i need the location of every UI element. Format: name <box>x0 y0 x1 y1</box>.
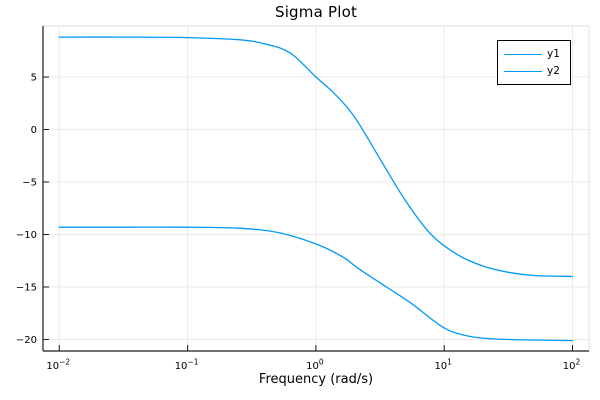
legend-entry-y2: y2 <box>498 64 570 78</box>
series-line-y2 <box>58 226 574 342</box>
legend-line-swatch <box>504 70 542 72</box>
x-tick-label: 102 <box>563 358 581 373</box>
legend-entry-y1: y1 <box>498 47 570 61</box>
y-tick-label: 5 <box>31 73 37 84</box>
y-tick-label: −10 <box>16 230 37 241</box>
y-tick-label: 0 <box>31 125 37 136</box>
chart-title: Sigma Plot <box>274 3 358 21</box>
legend-line-swatch <box>504 53 542 55</box>
y-tick-label: −15 <box>16 283 37 294</box>
x-axis-label: Frequency (rad/s) <box>258 372 374 387</box>
y-tick-label: −20 <box>16 335 37 346</box>
x-tick-label: 10−1 <box>175 358 199 373</box>
y-tick-label: −5 <box>22 178 37 189</box>
legend: y1 y2 <box>497 40 571 85</box>
legend-label: y2 <box>547 64 560 77</box>
series-line-y1 <box>58 36 574 278</box>
legend-label: y1 <box>547 47 560 60</box>
x-tick-label: 100 <box>306 358 324 373</box>
x-tick-label: 101 <box>434 358 452 373</box>
x-tick-label: 10−2 <box>46 358 70 373</box>
